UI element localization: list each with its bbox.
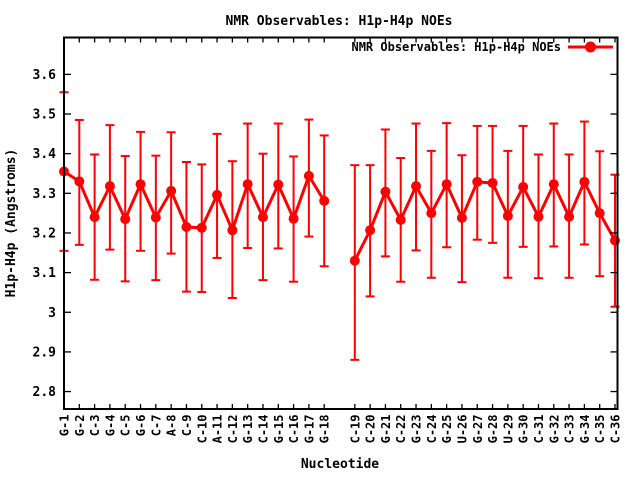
legend-sample-marker-icon: [585, 41, 596, 53]
x-tick-label: C-33: [563, 415, 577, 444]
x-tick-label: C-16: [287, 415, 301, 444]
x-tick-label: G-23: [410, 415, 424, 444]
y-tick-label: 2.9: [33, 345, 56, 360]
y-tick-label: 3.3: [33, 187, 56, 202]
x-tick-label: C-19: [348, 415, 362, 444]
x-tick-label: G-34: [578, 415, 592, 444]
axis-ticks-group: [63, 37, 618, 409]
x-tick-label: G-21: [379, 415, 393, 444]
data-point: [273, 179, 284, 190]
y-tick-label: 2.8: [33, 385, 57, 400]
data-point: [548, 179, 559, 190]
x-axis-title: Nucleotide: [301, 457, 379, 472]
data-point: [150, 212, 161, 223]
y-tick-label: 3.4: [33, 147, 57, 162]
legend-label: NMR Observables: H1p-H4p NOEs: [351, 40, 561, 54]
x-tick-label: G-17: [302, 415, 316, 444]
x-tick-label: C-9: [180, 415, 194, 437]
x-tick-label: C-22: [394, 415, 408, 444]
plot-border-group: [63, 36, 619, 410]
data-point: [212, 189, 223, 200]
x-tick-label: G-28: [486, 415, 500, 444]
data-point: [89, 212, 100, 223]
x-tick-label: C-20: [364, 415, 378, 444]
x-tick-label: G-4: [103, 415, 117, 437]
data-point: [533, 211, 544, 222]
data-point: [196, 222, 207, 233]
chart-title: NMR Observables: H1p-H4p NOEs: [226, 14, 453, 29]
x-tick-label: U-26: [455, 415, 469, 444]
x-tick-label: C-7: [149, 415, 163, 437]
data-point: [564, 211, 575, 222]
x-tick-label: C-35: [593, 415, 607, 444]
x-tick-label: C-10: [195, 415, 209, 444]
data-point: [502, 210, 513, 221]
x-tick-label: G-2: [73, 415, 87, 437]
data-point: [74, 176, 85, 187]
data-point: [181, 222, 192, 233]
y-tick-label: 3.1: [33, 266, 57, 281]
x-tick-label: C-12: [226, 415, 240, 444]
x-tick-label: G-15: [272, 415, 286, 444]
x-tick-label: G-13: [241, 415, 255, 444]
data-point: [257, 212, 268, 223]
data-point: [319, 195, 330, 206]
x-tick-label: G-32: [547, 415, 561, 444]
y-tick-label: 3.6: [33, 68, 57, 83]
data-point: [242, 179, 253, 190]
y-tick-label: 3.5: [33, 108, 56, 123]
data-point: [349, 255, 360, 266]
legend: NMR Observables: H1p-H4p NOEs: [351, 40, 613, 54]
data-point: [518, 181, 529, 192]
series-line: [353, 178, 617, 262]
x-tick-label: G-30: [517, 415, 531, 444]
x-tick-label: G-1: [58, 415, 72, 437]
data-points-group: [59, 166, 620, 266]
data-point: [487, 178, 498, 189]
x-tick-label: C-36: [609, 415, 623, 444]
data-point: [456, 212, 467, 223]
error-bars-group: [59, 91, 620, 361]
data-point: [594, 208, 605, 219]
data-point: [579, 176, 590, 187]
data-point: [288, 213, 299, 224]
x-tick-label: A-8: [165, 415, 179, 437]
data-point: [104, 181, 115, 192]
series-line: [63, 170, 326, 235]
x-tick-label: C-14: [256, 415, 270, 444]
x-tick-label: G-27: [471, 415, 485, 444]
data-point: [303, 170, 314, 181]
x-tick-label: C-24: [425, 415, 439, 444]
series-line-group: [63, 170, 617, 262]
y-axis-title: H1p-H4p (Angstroms): [4, 149, 19, 298]
x-tick-label: C-31: [532, 415, 546, 444]
data-point: [426, 208, 437, 219]
data-point: [380, 186, 391, 197]
data-point: [365, 225, 376, 236]
data-point: [441, 179, 452, 190]
data-point: [166, 185, 177, 196]
data-point: [411, 181, 422, 192]
x-tick-label: U-29: [501, 415, 515, 444]
y-tick-label: 3: [48, 306, 56, 321]
x-tick-label: G-18: [318, 415, 332, 444]
data-point: [472, 176, 483, 187]
plot-border: [63, 36, 619, 410]
data-point: [120, 214, 131, 225]
x-tick-label: G-6: [134, 415, 148, 437]
data-point: [135, 179, 146, 190]
tick-labels-group: G-1 G-2 C-3 G-4 C-5 G-6 C-7 A-8 C-9 C-10 A-11 C-12 G…: [33, 68, 623, 444]
data-point: [395, 214, 406, 225]
data-point: [227, 225, 238, 236]
x-tick-label: G-25: [440, 415, 454, 444]
y-tick-label: 3.2: [33, 226, 56, 241]
x-tick-label: C-3: [88, 415, 102, 437]
x-tick-label: C-5: [119, 415, 133, 437]
x-tick-label: A-11: [211, 415, 225, 444]
